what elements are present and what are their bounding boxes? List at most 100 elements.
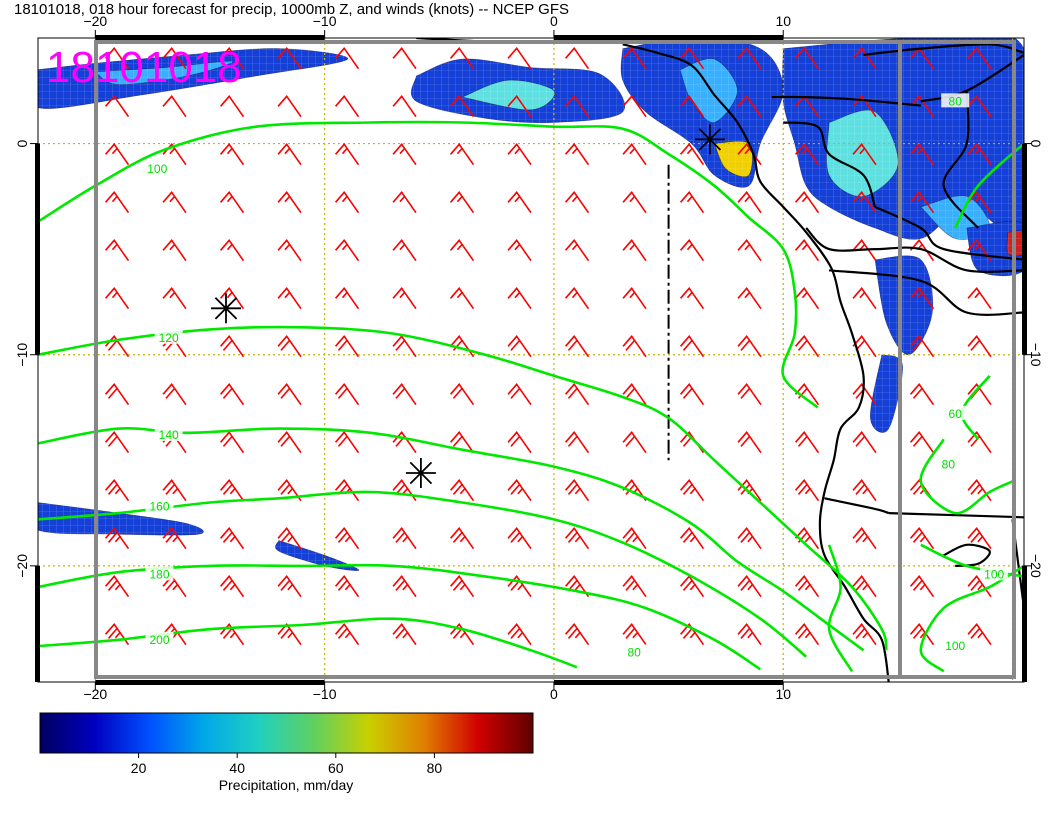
wind-barb [334,47,360,70]
wind-barb [622,287,647,310]
wind-barb [622,383,647,406]
wind-barb [794,431,820,454]
wind-barb [507,383,532,406]
wind-barb [104,623,130,646]
contour-label: 120 [159,331,179,345]
wind-barb [564,239,590,262]
frame-bar-right [1022,565,1027,682]
wind-barb [1026,384,1048,404]
wind-barb [104,47,130,70]
wind-barb [909,479,935,502]
wind-barb [392,47,417,70]
wind-barb [622,239,647,262]
wind-barb [622,95,647,118]
wind-barb [277,527,302,550]
wind-barb [1026,48,1048,68]
coastline [783,121,877,208]
wind-barb [852,575,877,598]
height-contour [919,438,1014,515]
wind-barb [967,527,992,550]
coastline [805,227,1024,273]
wind-barb [507,431,532,454]
wind-barb [277,47,302,70]
wind-barb [162,623,187,646]
wind-barb [507,623,532,646]
wind-barb [967,287,992,310]
wind-barb [334,95,360,118]
inner-domain-box [94,40,1016,679]
contour-label: 80 [942,458,956,472]
wind-barb [679,431,705,454]
wind-barb [277,623,302,646]
wind-barb [679,527,705,550]
wind-barb [796,0,818,20]
wind-barb [681,0,703,20]
wind-barb [449,287,475,310]
wind-barb [794,287,820,310]
wind-barb [909,431,935,454]
coastline [824,497,890,515]
wind-barb [622,527,647,550]
frame-bar-right [1022,143,1027,355]
wind-barb [449,431,475,454]
contour-label: 140 [159,428,179,442]
wind-barb [967,431,992,454]
contour-label: 60 [949,407,963,421]
wind-barb [737,527,762,550]
wind-barb [737,383,762,406]
colorbar-tick-label: 60 [328,760,344,776]
wind-barb [277,575,302,598]
wind-barb [104,143,130,166]
colorbar-scale [39,712,534,754]
asterisk-marker [211,293,241,324]
contour-label-bg [145,566,174,581]
wind-barb [737,47,762,70]
coastline [771,95,921,107]
y-tick-label-right: −10 [1028,343,1044,367]
wind-barb [277,143,302,166]
wind-barb [507,335,532,358]
x-tick-label-bottom: 0 [550,686,558,702]
x-tick-label-top: 10 [775,13,791,29]
wind-barb [679,575,705,598]
precip-region [870,354,903,433]
wind-barb [392,335,417,358]
asterisk-marker [405,458,436,488]
map-frame [35,35,1027,685]
wind-barb [1026,288,1048,308]
wind-barb [737,575,762,598]
wind-barb [967,575,992,598]
wind-barb [967,479,992,502]
wind-barb [679,287,705,310]
wind-barb [334,527,360,550]
wind-barb [622,431,647,454]
contour-label-bg [145,498,174,513]
wind-barb [162,383,187,406]
contour-label: 200 [150,633,170,647]
wind-barb [622,143,647,166]
contour-label-bg [620,644,649,659]
wind-barb [679,383,705,406]
contour-label: 80 [628,645,642,659]
y-tick-label-left: −20 [14,554,30,578]
frame-bar-top [95,35,325,40]
frame-bar-top [553,35,784,40]
contour-label: 160 [150,500,170,514]
figure-title: 18101018, 018 hour forecast for precip, … [14,1,569,18]
wind-barb [219,191,245,214]
contour-label: 100 [945,639,965,653]
coastline [942,90,979,229]
wind-barb [622,479,647,502]
wind-barb [564,575,590,598]
wind-barb [854,0,876,20]
wind-barb [794,479,820,502]
wind-barb [737,479,762,502]
wind-barb [852,287,877,310]
wind-barb [967,335,992,358]
wind-barb [1026,0,1048,20]
wind-barb [392,527,417,550]
wind-barb [277,335,302,358]
plot-border [37,37,1025,683]
wind-barb [909,383,935,406]
